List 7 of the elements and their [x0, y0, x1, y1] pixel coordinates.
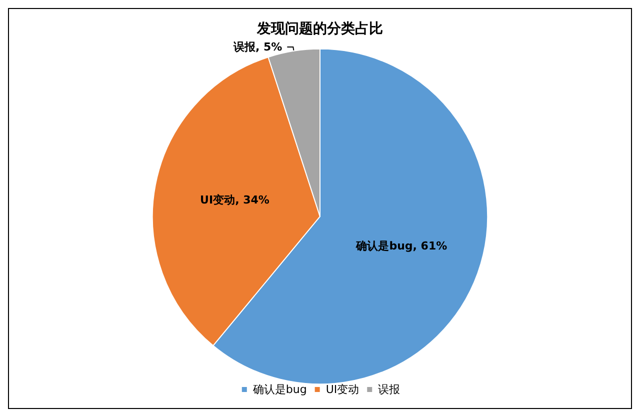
data-label: 误报, 5%: [232, 40, 282, 54]
legend-label: UI变动: [326, 383, 360, 396]
data-label: UI变动, 34%: [200, 194, 270, 207]
data-label: 确认是bug, 61%: [355, 239, 448, 252]
legend-label: 误报: [378, 383, 400, 396]
legend-label: 确认是bug: [252, 383, 307, 396]
chart-title: 发现问题的分类占比: [256, 21, 383, 37]
